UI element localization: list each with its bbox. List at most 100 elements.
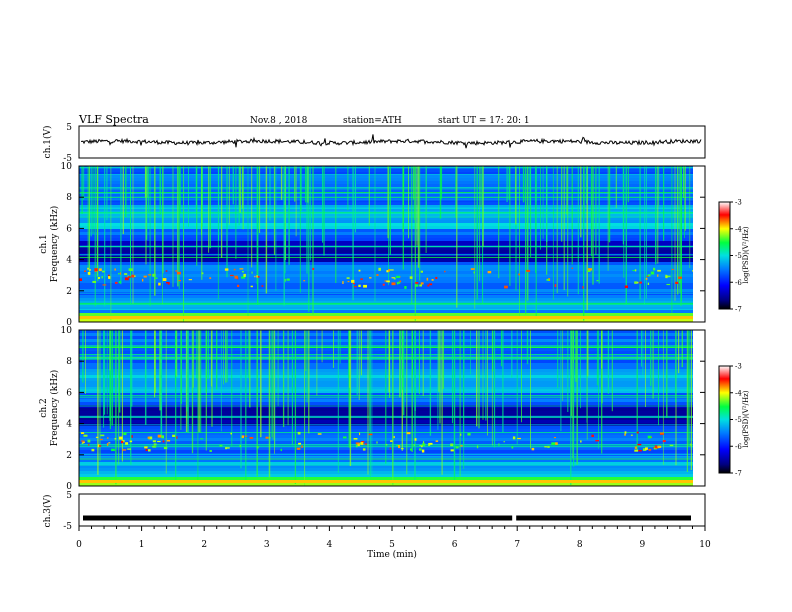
ch2-emission [362, 448, 366, 451]
ch1-ylabel: ch.1(V) [42, 126, 53, 159]
time-tick-label: 4 [327, 540, 333, 550]
ch2-emission [80, 440, 85, 442]
ch1-emission [115, 281, 118, 284]
ch2-emission [359, 442, 362, 445]
ch1-emission [118, 281, 121, 284]
ch1-emission [250, 285, 253, 288]
ch2-emission [393, 436, 395, 439]
ch2-emission [591, 434, 594, 437]
ch1-waveform-panel: 5 -5 ch.1(V) [42, 123, 706, 164]
ch2-ytick-label: 4 [66, 420, 72, 430]
ch2-emission [125, 442, 129, 445]
ch1-emission [175, 270, 178, 272]
ch1-band [79, 277, 705, 281]
ch2-band [79, 357, 705, 361]
ch2-emission [99, 445, 102, 447]
ch1-ytick-label: 0 [66, 318, 72, 328]
ch2-emission [414, 438, 417, 441]
ch2-emission [153, 443, 157, 446]
ch1-band [79, 205, 705, 209]
time-tick-label: 0 [76, 540, 82, 550]
ch2-band [79, 354, 705, 358]
ch1-emission [254, 275, 256, 278]
ch1-emission [398, 281, 401, 284]
ch1-band [79, 265, 705, 269]
ch2-emission [660, 432, 664, 435]
ch2-emission [467, 433, 471, 436]
ch1-emission [342, 281, 344, 284]
ch2-edge [693, 330, 705, 486]
ch1-emission [420, 282, 424, 285]
ch3-waveform-gap [512, 515, 517, 521]
ch2-emission [647, 435, 652, 439]
ch2-emission [624, 431, 627, 434]
ch2-emission [553, 437, 556, 439]
ch1-band [79, 232, 705, 236]
ch1-emission [131, 274, 135, 278]
ch2-band [79, 426, 705, 430]
ch2-emission [256, 446, 259, 449]
ch1-band [79, 184, 705, 188]
ch2-emission [531, 447, 535, 451]
ch1-band [79, 244, 705, 248]
ch1-emission [393, 277, 396, 280]
ch1-emission [470, 268, 475, 270]
ch1-emission [666, 283, 671, 286]
ch1-emission [409, 276, 413, 279]
ch1-emission [388, 269, 390, 272]
ch1-emission [419, 284, 422, 287]
ch2-band [79, 363, 705, 367]
ch1-emission [128, 268, 133, 271]
ch2-emission [690, 443, 692, 446]
ch2-band [79, 477, 705, 481]
ch2-emission [269, 437, 271, 439]
ch2-emission [580, 440, 582, 443]
ch2-emission [428, 443, 431, 446]
ch1-ytick-label: 8 [66, 193, 72, 203]
ch1-band [79, 319, 705, 323]
ch1-emission [176, 271, 181, 275]
ch2-emission [157, 434, 162, 438]
ch2-band [79, 336, 705, 340]
ch2-band [79, 399, 705, 403]
ch1-powerline [79, 316, 705, 319]
ch2-band [79, 483, 705, 487]
ch2-band [79, 456, 705, 460]
ch2-emission [145, 448, 148, 451]
ch2-emission [648, 449, 652, 451]
ch2-emission [450, 443, 454, 447]
ch1-emission [101, 276, 103, 279]
ch1-emission [98, 268, 102, 272]
ch1-ytick-label: 6 [66, 224, 72, 234]
ch2-emission [123, 432, 127, 436]
ch1-emission [167, 282, 170, 285]
ch2-band [79, 360, 705, 364]
ch1-emission [582, 286, 584, 289]
ch1-band [79, 280, 705, 284]
ch2-emission [376, 441, 378, 444]
ch1-band [79, 199, 705, 203]
ch1-emission [399, 280, 402, 283]
ch2-emission [642, 448, 647, 451]
ch1-band [79, 181, 705, 185]
ch1-band [79, 208, 705, 212]
ch1-emission [487, 271, 492, 274]
ch2-emission [544, 446, 547, 448]
time-tick-label: 8 [577, 540, 583, 550]
ch2-band [79, 372, 705, 376]
figure-title: VLF Spectra [78, 113, 149, 126]
ch3-ytick-minus5: -5 [63, 522, 72, 532]
ch2-emission [225, 447, 227, 450]
ch1-spectrogram-image [79, 165, 705, 323]
ch2-emission [512, 436, 516, 440]
ch1-emission [378, 267, 381, 271]
ch1-emission [303, 280, 306, 282]
ch1-emission [554, 284, 557, 287]
ch2-emission [100, 434, 105, 437]
ch1-emission [650, 271, 655, 275]
ch2-band [79, 447, 705, 451]
ch2-emission [111, 448, 115, 452]
ch1-emission [444, 270, 446, 273]
ch1-band [79, 301, 705, 305]
ch2-emission [368, 433, 373, 436]
